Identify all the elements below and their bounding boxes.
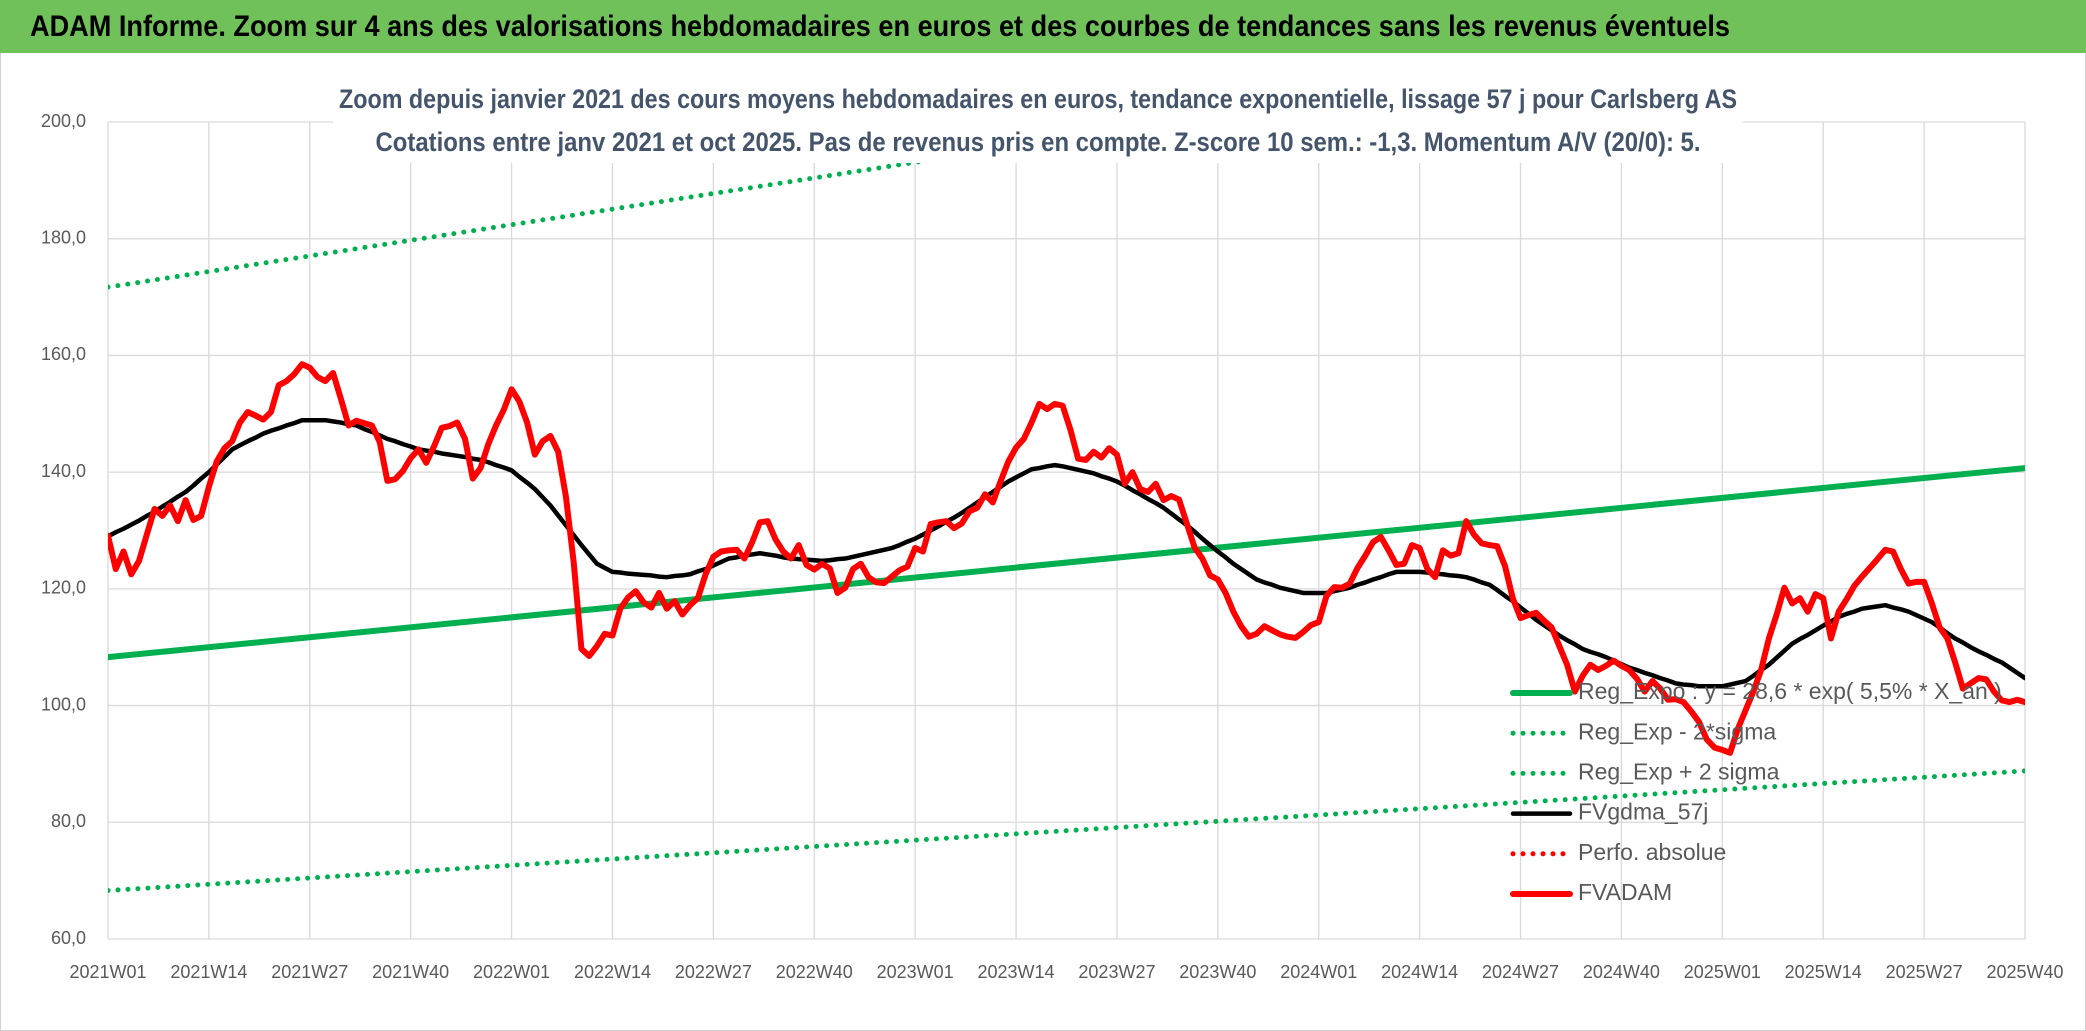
x-tick-label: 2021W01 (69, 962, 146, 982)
subtitle-background (333, 77, 1743, 163)
legend-label: Reg_Exp + 2 sigma (1578, 758, 1780, 784)
x-tick-label: 2023W01 (877, 962, 954, 982)
series-line (108, 417, 2025, 689)
legend-label: FVgdma_57j (1578, 799, 1708, 825)
series-line (108, 768, 2025, 894)
legend-label: Reg_Exp - 2*sigma (1578, 718, 1776, 744)
x-tick-label: 2022W40 (776, 962, 853, 982)
x-tick-label: 2024W27 (1482, 962, 1559, 982)
y-tick-label: 200,0 (41, 111, 86, 131)
subtitle-line: Zoom depuis janvier 2021 des cours moyen… (339, 84, 1737, 114)
x-tick-label: 2022W27 (675, 962, 752, 982)
y-tick-label: 140,0 (41, 461, 86, 481)
x-tick-label: 2025W01 (1684, 962, 1761, 982)
x-tick-label: 2024W01 (1280, 962, 1357, 982)
x-tick-label: 2025W40 (1986, 962, 2063, 982)
x-tick-label: 2024W40 (1583, 962, 1660, 982)
x-tick-label: 2023W27 (1078, 962, 1155, 982)
x-tick-label: 2024W14 (1381, 962, 1458, 982)
subtitle: Zoom depuis janvier 2021 des cours moyen… (333, 77, 1743, 163)
y-tick-label: 120,0 (41, 578, 86, 598)
legend: Reg_Expo : y = 28,6 * exp( 5,5% * X_an )… (1510, 678, 2002, 905)
y-tick-label: 100,0 (41, 694, 86, 714)
x-tick-label: 2022W14 (574, 962, 651, 982)
legend-label: Perfo. absolue (1578, 839, 1726, 865)
grid: 60,0 80,0 100,0 120,0 140,0 160,0 180,0 200,0 20… (41, 111, 2064, 982)
x-tick-label: 2021W40 (372, 962, 449, 982)
x-tick-label: 2023W40 (1179, 962, 1256, 982)
y-tick-label: 160,0 (41, 344, 86, 364)
subtitle-line: Cotations entre janv 2021 et oct 2025. P… (376, 127, 1701, 157)
x-tick-label: 2022W01 (473, 962, 550, 982)
x-tick-label: 2025W14 (1785, 962, 1862, 982)
title-banner (0, 0, 2086, 53)
series-line (108, 361, 2025, 756)
y-tick-label: 80,0 (51, 811, 86, 831)
x-tick-label: 2025W27 (1886, 962, 1963, 982)
x-tick-label: 2023W14 (978, 962, 1055, 982)
legend-label: FVADAM (1578, 879, 1672, 905)
x-tick-label: 2021W14 (170, 962, 247, 982)
y-tick-label: 180,0 (41, 227, 86, 247)
x-tick-label: 2021W27 (271, 962, 348, 982)
y-tick-label: 60,0 (51, 928, 86, 948)
legend-label: Reg_Expo : y = 28,6 * exp( 5,5% * X_an ) (1578, 678, 2002, 704)
chart-title: ADAM Informe. Zoom sur 4 ans des valoris… (30, 10, 1730, 43)
series-line (108, 465, 2025, 661)
